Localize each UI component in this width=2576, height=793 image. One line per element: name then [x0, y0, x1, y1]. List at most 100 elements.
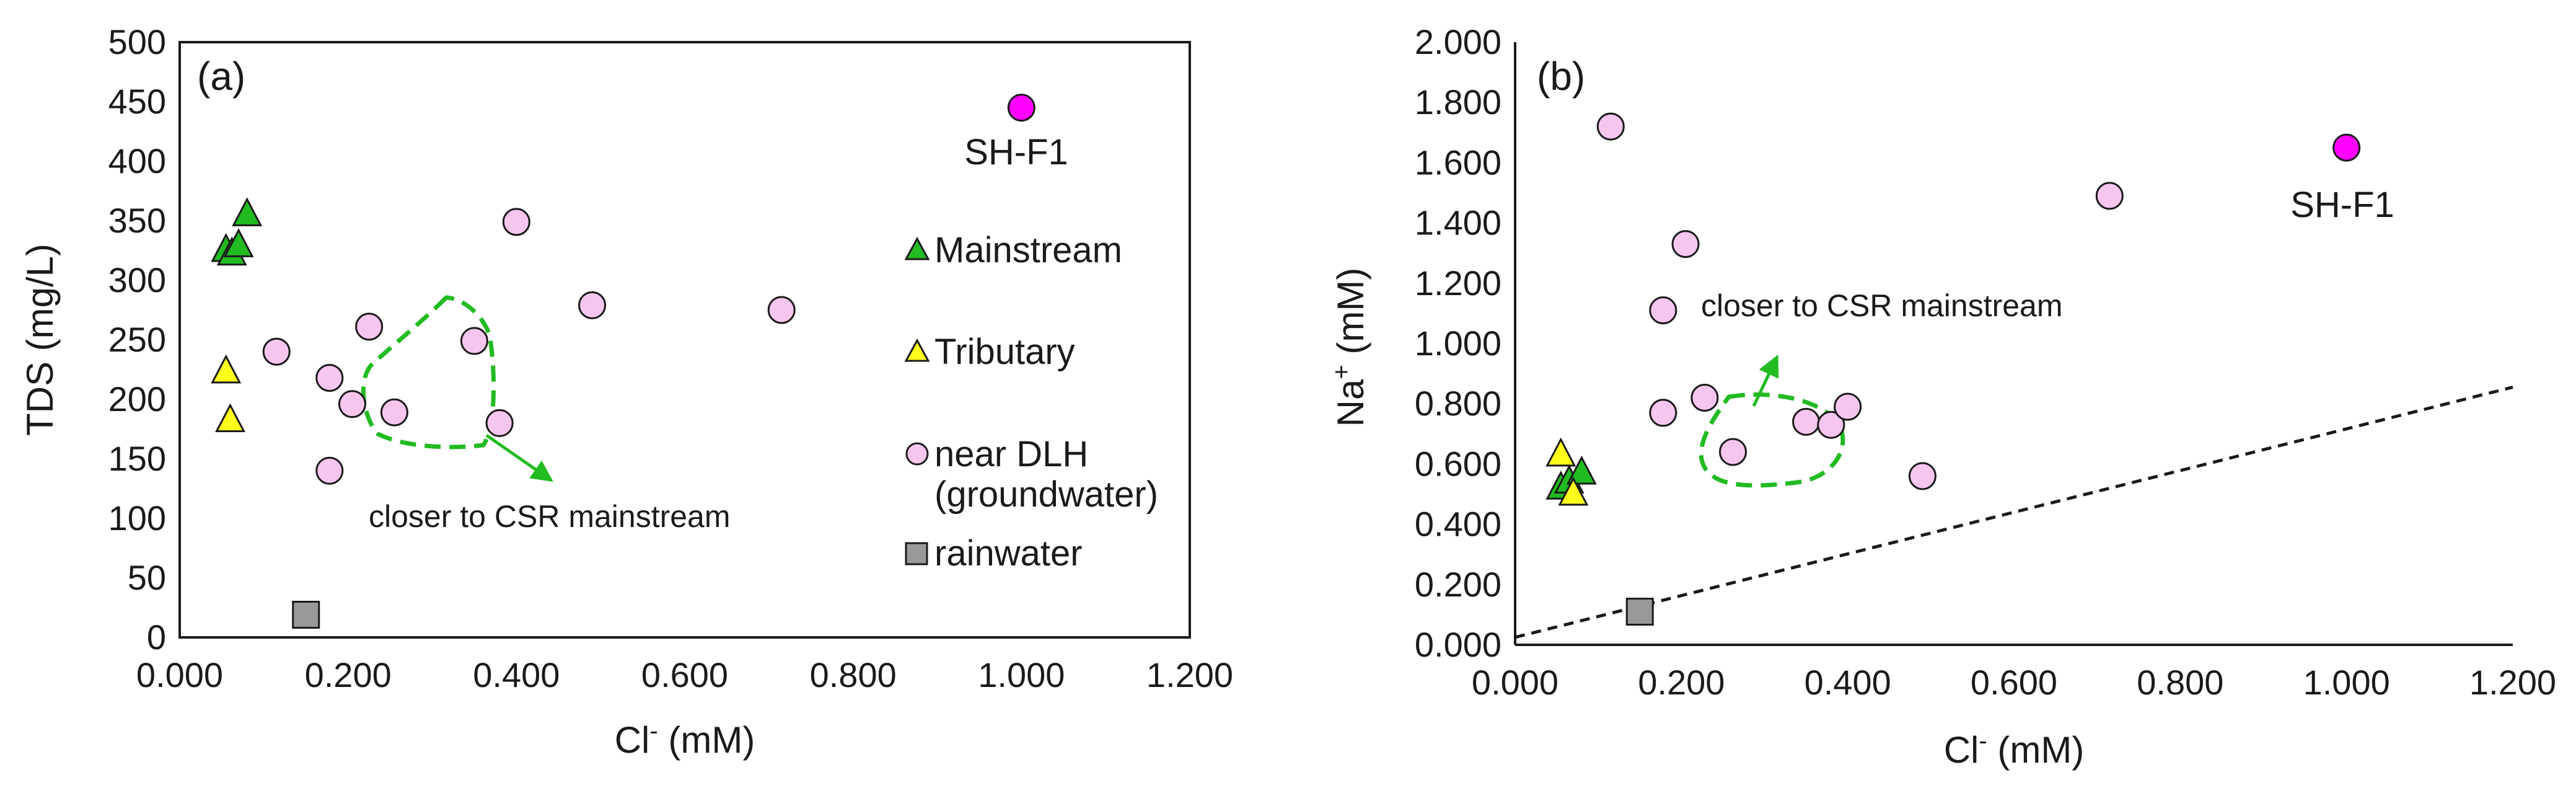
- data-point-tributary: [1545, 437, 1576, 467]
- data-point-near-dlh-groundwater: [2095, 182, 2124, 210]
- data-point-sh-f1: [1007, 94, 1035, 122]
- x-tick-label: 0.200: [305, 655, 392, 694]
- x-tick-label: 1.000: [2303, 663, 2390, 702]
- data-point-near-dlh-groundwater: [502, 208, 530, 236]
- y-tick-label: 350: [108, 201, 166, 240]
- y-tick-label: 300: [108, 260, 166, 299]
- data-points-a: [211, 94, 1035, 629]
- x-axis-title-b: Cl- (mM): [1944, 727, 2085, 771]
- data-point-mainstream: [1566, 455, 1597, 485]
- x-tick-label: 0.400: [473, 655, 560, 694]
- y-axis-title-a: TDS (mg/L): [19, 244, 61, 436]
- x-tick-label: 0.800: [2137, 663, 2223, 702]
- x-tick-label: 1.200: [2469, 663, 2556, 702]
- data-point-near-dlh-groundwater: [485, 409, 514, 437]
- y-axis-b: 0.000 0.200 0.400 0.600 0.800 1.000 1.200 1.400…: [1415, 22, 1501, 664]
- y-tick-label: 50: [128, 558, 166, 597]
- data-point-near-dlh-groundwater: [1834, 392, 1862, 421]
- data-point-near-dlh-groundwater: [1908, 462, 1936, 490]
- y-tick-label: 500: [108, 22, 166, 61]
- data-point-near-dlh-groundwater: [1792, 407, 1821, 436]
- annotation-arrow-a: [485, 433, 553, 482]
- x-tick-label: 0.000: [136, 655, 223, 694]
- x-tick-label: 0.600: [641, 655, 728, 694]
- reference-line-b: [1514, 386, 2513, 639]
- data-point-near-dlh-groundwater: [767, 296, 796, 324]
- annotation-text-a: closer to CSR mainstream: [369, 499, 731, 534]
- legend-marker-mainstream: [904, 236, 930, 260]
- data-point-rainwater: [292, 601, 320, 629]
- y-tick-label: 0.200: [1415, 565, 1501, 604]
- data-point-near-dlh-groundwater: [338, 390, 366, 419]
- data-point-near-dlh-groundwater: [262, 337, 291, 366]
- y-tick-label: 1.800: [1415, 82, 1501, 122]
- y-tick-label: 1.200: [1415, 264, 1501, 303]
- x-tick-label: 0.200: [1638, 663, 1725, 702]
- x-axis-title-a: Cl- (mM): [615, 717, 755, 761]
- data-point-near-dlh-groundwater: [315, 363, 344, 392]
- data-point-near-dlh-groundwater: [1649, 399, 1677, 427]
- data-point-near-dlh-groundwater: [355, 312, 384, 341]
- x-tick-label: 0.600: [1971, 663, 2057, 702]
- y-axis-a: 0 50 100 150 200 250 300 350 400 450 500: [108, 22, 166, 657]
- data-point-near-dlh-groundwater: [1649, 296, 1677, 325]
- panel-label-a: (a): [197, 54, 245, 99]
- x-tick-label: 1.200: [1146, 655, 1233, 694]
- data-point-near-dlh-groundwater: [1671, 230, 1700, 259]
- data-point-near-dlh-groundwater: [1817, 410, 1845, 439]
- data-point-near-dlh-groundwater: [1719, 438, 1747, 466]
- y-tick-label: 0.600: [1415, 444, 1501, 483]
- data-point-near-dlh-groundwater: [460, 327, 488, 355]
- y-tick-label: 400: [108, 141, 166, 180]
- data-point-near-dlh-groundwater: [578, 291, 607, 319]
- annotation-outline-b: [1699, 392, 1845, 488]
- legend-label-groundwater: near DLH: [934, 434, 1088, 474]
- legend-label-groundwater-line2: (groundwater): [934, 474, 1158, 515]
- annotation-arrow-b: [1752, 354, 1779, 407]
- data-point-mainstream: [223, 228, 254, 257]
- data-point-near-dlh-groundwater: [315, 456, 344, 485]
- x-tick-label: 0.800: [810, 655, 897, 694]
- y-tick-label: 250: [108, 320, 166, 359]
- data-point-near-dlh-groundwater: [1596, 112, 1625, 141]
- point-label-sh-f1-a: SH-F1: [964, 132, 1068, 172]
- y-tick-label: 450: [108, 82, 166, 121]
- legend-label-rainwater: rainwater: [934, 533, 1083, 574]
- annotation-text-b: closer to CSR mainstream: [1701, 288, 2063, 323]
- x-tick-label: 0.400: [1805, 663, 1891, 702]
- data-points-b: [1545, 112, 2361, 626]
- y-tick-label: 100: [108, 498, 166, 538]
- plot-frame-a: [178, 41, 1191, 639]
- legend-marker-tributary: [904, 338, 930, 362]
- legend-label-tributary: Tributary: [934, 332, 1075, 372]
- data-point-mainstream: [232, 197, 263, 226]
- data-point-tributary: [1558, 476, 1589, 506]
- legend-marker-groundwater: [905, 442, 929, 466]
- y-tick-label: 0.400: [1415, 505, 1501, 544]
- legend: Mainstream Tributary near DLH (groundwat…: [904, 230, 1158, 574]
- legend-label-mainstream: Mainstream: [934, 230, 1122, 270]
- panel-label-b: (b): [1537, 54, 1585, 99]
- y-tick-label: 1.000: [1415, 324, 1501, 363]
- annotation-outline-a: [361, 295, 496, 450]
- y-tick-label: 1.600: [1415, 143, 1501, 182]
- x-tick-label: 1.000: [978, 655, 1065, 694]
- data-point-sh-f1: [2332, 133, 2361, 162]
- y-tick-label: 0: [147, 618, 166, 657]
- y-tick-label: 0.800: [1415, 384, 1501, 423]
- y-tick-label: 200: [108, 379, 166, 419]
- data-point-near-dlh-groundwater: [1690, 383, 1719, 412]
- x-axis-b: 0.000 0.200 0.400 0.600 0.800 1.000 1.200: [1472, 663, 2556, 702]
- y-tick-label: 0.000: [1415, 625, 1501, 664]
- legend-marker-rainwater: [905, 542, 928, 565]
- y-tick-label: 1.400: [1415, 203, 1501, 242]
- y-axis-title-b: Na+ (mM): [1328, 268, 1371, 427]
- y-tick-label: 2.000: [1415, 22, 1501, 61]
- x-axis-a: 0.000 0.200 0.400 0.600 0.800 1.000 1.200: [136, 655, 1233, 694]
- data-point-tributary: [211, 354, 242, 384]
- data-point-near-dlh-groundwater: [380, 398, 408, 427]
- x-tick-label: 0.000: [1472, 663, 1558, 702]
- y-tick-label: 150: [108, 439, 166, 478]
- data-point-rainwater: [1625, 598, 1654, 626]
